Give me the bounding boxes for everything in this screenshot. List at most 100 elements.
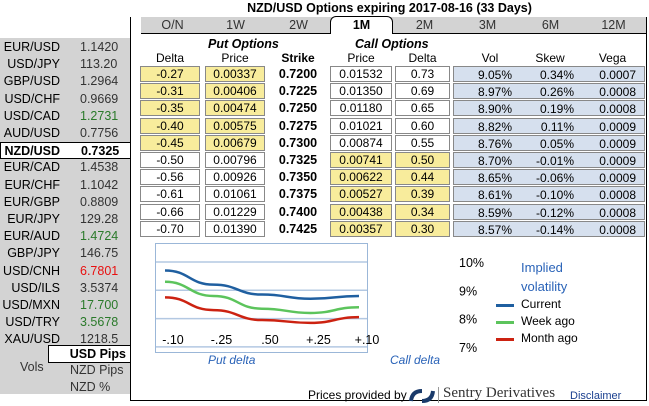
pair-usd-cad[interactable]: USD/CAD 1.2731	[0, 108, 130, 125]
pair-name: GBP/USD	[3, 74, 60, 89]
put-price-cell[interactable]: 0.01390	[205, 220, 265, 237]
tab-on[interactable]: O/N	[161, 18, 184, 32]
call-price-cell[interactable]: 0.00438	[330, 203, 392, 220]
put-price-cell[interactable]: 0.01061	[205, 186, 265, 203]
put-price-cell[interactable]: 0.00337	[205, 66, 265, 82]
tab-1m[interactable]: 1M	[330, 16, 393, 34]
disclaimer-link[interactable]: Disclaimer	[570, 390, 622, 402]
strike-header: Strike	[281, 51, 315, 65]
strike-cell: 0.7400	[278, 204, 318, 219]
put-delta-cell: -0.35	[140, 100, 200, 117]
x-tick-label: -.10	[162, 333, 184, 347]
pair-aud-usd[interactable]: AUD/USD 0.7756	[0, 125, 130, 142]
unit-option[interactable]: USD Pips	[48, 345, 131, 363]
call-price-cell[interactable]: 0.01180	[330, 100, 392, 117]
tab-6m[interactable]: 6M	[541, 18, 560, 32]
put-price-cell[interactable]: 0.00474	[205, 100, 265, 117]
call-price-cell[interactable]: 0.01532	[330, 66, 392, 82]
put-price-cell[interactable]: 0.01229	[205, 203, 265, 220]
series-line-month-ago	[164, 296, 360, 325]
skew-cell: -0.12%	[535, 205, 574, 220]
put-price-cell[interactable]: 0.00796	[205, 152, 265, 168]
pair-usd-chf[interactable]: USD/CHF 0.9669	[0, 91, 130, 108]
skew-header: Skew	[535, 51, 565, 65]
pair-eur-aud[interactable]: EUR/AUD 1.4724	[0, 228, 130, 245]
pair-eur-cad[interactable]: EUR/CAD 1.4538	[0, 159, 130, 176]
skew-cell: -0.06%	[535, 171, 574, 186]
page-title: NZD/USD Options expiring 2017-08-16 (33 …	[247, 1, 532, 15]
skew-cell: 0.34%	[539, 68, 574, 82]
pair-rate: 0.7325	[81, 144, 120, 159]
volatility-chart-frame	[155, 243, 368, 353]
vega-header: Vega	[598, 51, 627, 65]
pair-rate: 1.2964	[80, 74, 119, 89]
pair-eur-chf[interactable]: EUR/CHF 1.1042	[0, 177, 130, 194]
vol-cell: 8.59%	[477, 205, 512, 220]
put-price-cell[interactable]: 0.00575	[205, 117, 265, 134]
put-delta-header: Delta	[155, 51, 184, 65]
unit-option[interactable]: NZD %	[70, 380, 111, 394]
prices-provided-by: Prices provided by	[308, 388, 407, 402]
strike-cell: 0.7275	[278, 118, 318, 133]
call-price-cell[interactable]: 0.00527	[330, 186, 392, 203]
put-price-cell[interactable]: 0.00679	[205, 134, 265, 151]
pair-xau-usd[interactable]: XAU/USD 1218.5	[0, 331, 130, 348]
put-delta-label: Put delta	[208, 353, 256, 367]
call-delta-cell: 0.30	[395, 220, 450, 237]
pair-rate: 0.9669	[80, 91, 119, 106]
pair-rate: 6.7801	[80, 263, 119, 278]
vega-cell: 0.0007	[599, 68, 636, 82]
call-price-cell[interactable]: 0.00874	[330, 134, 392, 151]
put-price-cell[interactable]: 0.00926	[205, 169, 265, 186]
call-price-cell[interactable]: 0.01021	[330, 117, 392, 134]
pair-usd-cnh[interactable]: USD/CNH 6.7801	[0, 263, 130, 280]
pair-usd-jpy[interactable]: USD/JPY 113.20	[0, 56, 130, 73]
call-price-cell[interactable]: 0.00357	[330, 220, 392, 237]
pair-gbp-usd[interactable]: GBP/USD 1.2964	[0, 73, 130, 90]
put-price-cell[interactable]: 0.00406	[205, 83, 265, 100]
y-tick-label: 7%	[459, 341, 477, 355]
vol-cell: 9.05%	[477, 68, 512, 82]
y-tick-label: 8%	[459, 313, 477, 327]
pair-usd-mxn[interactable]: USD/MXN 17.700	[0, 297, 130, 314]
tab-12m[interactable]: 12M	[601, 18, 626, 32]
unit-option[interactable]: NZD Pips	[70, 363, 124, 377]
vol-header: Vol	[481, 51, 499, 65]
strike-cell: 0.7425	[278, 221, 318, 236]
pair-rate: 1.4538	[80, 160, 119, 175]
pair-eur-jpy[interactable]: EUR/JPY 129.28	[0, 211, 130, 228]
sentry-logo-icon	[409, 389, 435, 403]
strike-cell: 0.7375	[278, 187, 318, 202]
vol-cell: 8.70%	[477, 154, 512, 168]
series-line-week-ago	[164, 280, 360, 315]
pair-eur-gbp[interactable]: EUR/GBP 0.8809	[0, 194, 130, 211]
pair-gbp-jpy[interactable]: GBP/JPY 146.75	[0, 245, 130, 262]
pair-name: USD/CNH	[3, 263, 60, 278]
put-delta-cell: -0.56	[140, 169, 200, 186]
call-price-cell[interactable]: 0.01350	[330, 83, 392, 100]
skew-cell: -0.10%	[535, 188, 574, 203]
pair-name: USD/JPY	[7, 57, 60, 72]
pair-eur-usd[interactable]: EUR/USD 1.1420	[0, 39, 130, 56]
tab-1w[interactable]: 1W	[226, 18, 245, 32]
tab-2w[interactable]: 2W	[289, 18, 308, 32]
call-price-cell[interactable]: 0.00622	[330, 169, 392, 186]
legend-title-line: volatility	[521, 279, 568, 294]
legend-label: Current	[521, 297, 562, 311]
pair-nzd-usd[interactable]: NZD/USD 0.7325	[0, 142, 131, 160]
call-price-cell[interactable]: 0.00741	[330, 152, 392, 168]
y-tick-label: 9%	[459, 284, 477, 298]
pair-rate: 146.75	[80, 246, 119, 261]
call-options-heading: Call Options	[355, 37, 429, 51]
call-delta-cell: 0.73	[395, 66, 450, 82]
tab-3m[interactable]: 3M	[478, 18, 497, 32]
chart-legend-title: Implied volatility	[521, 258, 567, 296]
call-delta-cell: 0.34	[395, 203, 450, 220]
pair-name: USD/CAD	[3, 108, 60, 123]
pair-rate: 17.700	[80, 298, 119, 312]
skew-cell: 0.11%	[540, 119, 574, 134]
pair-usd-ils[interactable]: USD/ILS 3.5374	[0, 280, 130, 297]
tab-2m[interactable]: 2M	[415, 18, 434, 32]
put-delta-cell: -0.66	[140, 203, 200, 220]
pair-usd-try[interactable]: USD/TRY 3.5678	[0, 314, 130, 331]
